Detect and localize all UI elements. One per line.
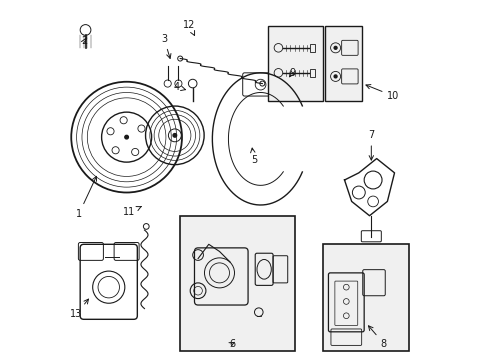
Text: 13: 13 <box>70 299 88 319</box>
Circle shape <box>173 134 176 137</box>
Text: 11: 11 <box>123 207 141 217</box>
Text: 10: 10 <box>365 85 399 101</box>
Text: 2: 2 <box>81 36 87 46</box>
Circle shape <box>124 135 128 139</box>
Text: 6: 6 <box>228 339 235 348</box>
Text: 3: 3 <box>161 34 171 58</box>
FancyBboxPatch shape <box>323 244 408 351</box>
FancyBboxPatch shape <box>180 216 294 351</box>
FancyBboxPatch shape <box>324 26 362 102</box>
Text: 12: 12 <box>183 19 195 36</box>
Text: 4: 4 <box>173 82 185 92</box>
Circle shape <box>333 46 337 50</box>
Text: 9: 9 <box>288 68 295 78</box>
Text: 7: 7 <box>367 130 374 160</box>
FancyBboxPatch shape <box>267 26 323 102</box>
Circle shape <box>333 74 337 78</box>
Text: 8: 8 <box>368 326 386 348</box>
Text: 1: 1 <box>76 176 96 219</box>
Text: 5: 5 <box>250 148 257 165</box>
